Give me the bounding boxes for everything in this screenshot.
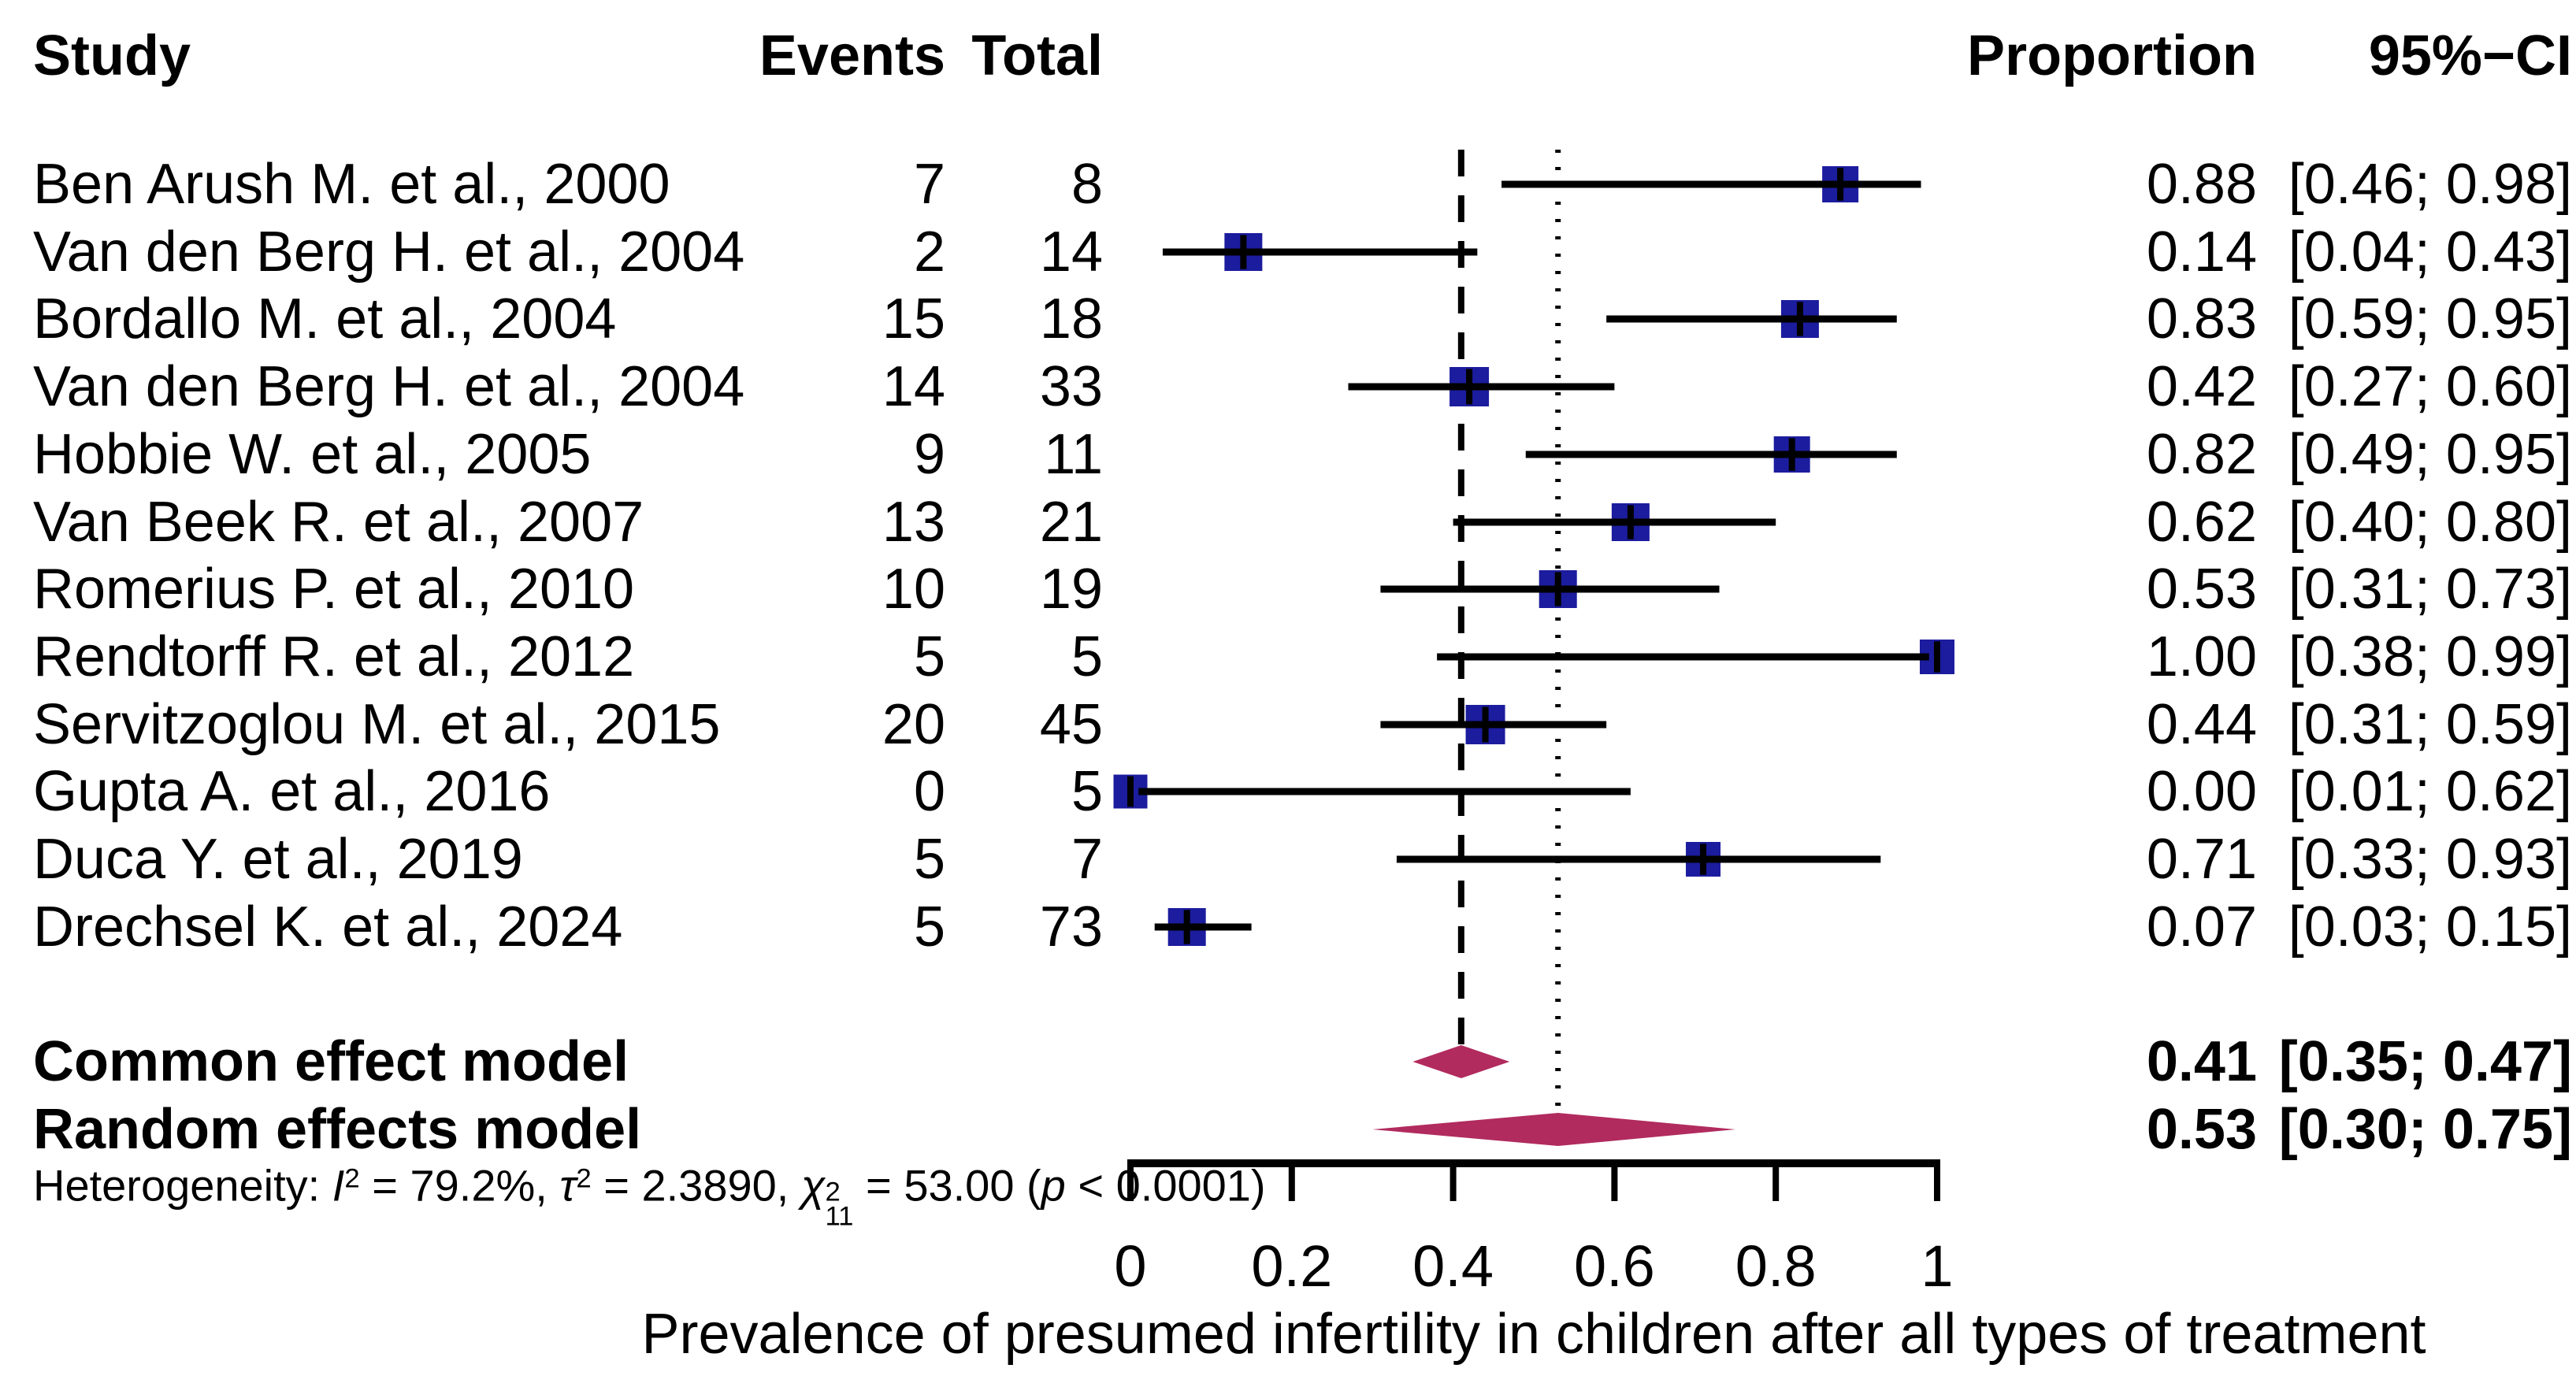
study-events: 2 [913, 221, 945, 284]
study-total: 21 [1039, 491, 1103, 554]
ci-value: [0.49; 0.95] [2288, 423, 2572, 486]
x-axis-tick-label: 0.4 [1412, 1233, 1494, 1299]
x-axis-tick-label: 0 [1114, 1233, 1147, 1299]
ci-value: [0.31; 0.59] [2288, 693, 2572, 756]
study-name: Servitzoglou M. et al., 2015 [33, 693, 721, 756]
study-total: 5 [1071, 625, 1103, 688]
proportion-value: 0.88 [2146, 153, 2257, 216]
study-name: Van Beek R. et al., 2007 [33, 491, 644, 554]
study-name: Duca Y. et al., 2019 [33, 828, 523, 891]
study-total: 18 [1039, 287, 1103, 350]
study-events: 14 [882, 355, 945, 418]
study-events: 10 [882, 558, 945, 621]
study-name: Romerius P. et al., 2010 [33, 558, 635, 621]
ci-column-header: 95%−CI [2368, 24, 2572, 87]
ci-value: [0.59; 0.95] [2288, 287, 2572, 350]
study-events: 20 [882, 693, 945, 756]
proportion-value: 1.00 [2146, 625, 2257, 688]
x-axis-title: Prevalence of presumed infertility in ch… [641, 1303, 2426, 1366]
study-name: Drechsel K. et al., 2024 [33, 896, 623, 959]
study-column-header: Study [33, 24, 191, 87]
random-effects-model-label: Random effects model [33, 1098, 642, 1161]
study-name: Bordallo M. et al., 2004 [33, 287, 617, 350]
study-name: Gupta A. et al., 2016 [33, 760, 551, 823]
study-total: 5 [1071, 760, 1103, 823]
proportion-value: 0.44 [2146, 693, 2257, 756]
ci-value: [0.46; 0.98] [2288, 153, 2572, 216]
total-column-header: Total [971, 24, 1103, 87]
proportion-value: 0.07 [2146, 896, 2257, 959]
x-axis-tick-label: 1 [1921, 1233, 1954, 1299]
x-axis-tick-label: 0.8 [1735, 1233, 1817, 1299]
chi-square-sub-super-script: 2 11 [825, 1177, 854, 1232]
ci-value: [0.33; 0.93] [2288, 828, 2572, 891]
ci-value: [0.38; 0.99] [2288, 625, 2572, 688]
proportion-column-header: Proportion [1967, 24, 2257, 87]
random-effects-proportion-value: 0.53 [2146, 1098, 2257, 1161]
proportion-value: 0.71 [2146, 828, 2257, 891]
common-effect-ci-value: [0.35; 0.47] [2278, 1030, 2572, 1093]
study-total: 73 [1039, 896, 1103, 959]
study-name: Rendtorff R. et al., 2012 [33, 625, 635, 688]
study-events: 9 [913, 423, 945, 486]
study-total: 45 [1039, 693, 1103, 756]
x-axis-tick-label: 0.6 [1573, 1233, 1655, 1299]
proportion-value: 0.42 [2146, 355, 2257, 418]
x-axis-tick-label: 0.2 [1251, 1233, 1333, 1299]
ci-value: [0.01; 0.62] [2288, 760, 2572, 823]
proportion-value: 0.14 [2146, 221, 2257, 284]
study-events: 5 [913, 625, 945, 688]
study-total: 8 [1071, 153, 1103, 216]
heterogeneity-note: Heterogeneity: I2 = 79.2%, τ2 = 2.3890, … [33, 1160, 1266, 1232]
study-name: Van den Berg H. et al., 2004 [33, 221, 745, 284]
random-effects-ci-value: [0.30; 0.75] [2278, 1098, 2572, 1161]
proportion-value: 0.00 [2146, 760, 2257, 823]
proportion-value: 0.53 [2146, 558, 2257, 621]
study-total: 33 [1039, 355, 1103, 418]
study-total: 7 [1071, 828, 1103, 891]
study-name: Hobbie W. et al., 2005 [33, 423, 592, 486]
study-total: 19 [1039, 558, 1103, 621]
ci-value: [0.40; 0.80] [2288, 491, 2572, 554]
study-total: 11 [1044, 423, 1103, 486]
ci-value: [0.31; 0.73] [2288, 558, 2572, 621]
ci-value: [0.27; 0.60] [2288, 355, 2572, 418]
common-effect-model-label: Common effect model [33, 1030, 629, 1093]
study-events: 13 [882, 491, 945, 554]
proportion-value: 0.62 [2146, 491, 2257, 554]
events-column-header: Events [759, 24, 945, 87]
study-name: Ben Arush M. et al., 2000 [33, 153, 670, 216]
study-name: Van den Berg H. et al., 2004 [33, 355, 745, 418]
random-effects-diamond [1372, 1113, 1735, 1146]
study-events: 15 [882, 287, 945, 350]
study-events: 5 [913, 828, 945, 891]
study-events: 5 [913, 896, 945, 959]
study-events: 7 [913, 153, 945, 216]
common-effect-diamond [1412, 1045, 1510, 1078]
proportion-value: 0.83 [2146, 287, 2257, 350]
proportion-value: 0.82 [2146, 423, 2257, 486]
ci-value: [0.04; 0.43] [2288, 221, 2572, 284]
ci-value: [0.03; 0.15] [2288, 896, 2572, 959]
study-events: 0 [913, 760, 945, 823]
study-total: 14 [1039, 221, 1103, 284]
common-effect-proportion-value: 0.41 [2146, 1030, 2257, 1093]
